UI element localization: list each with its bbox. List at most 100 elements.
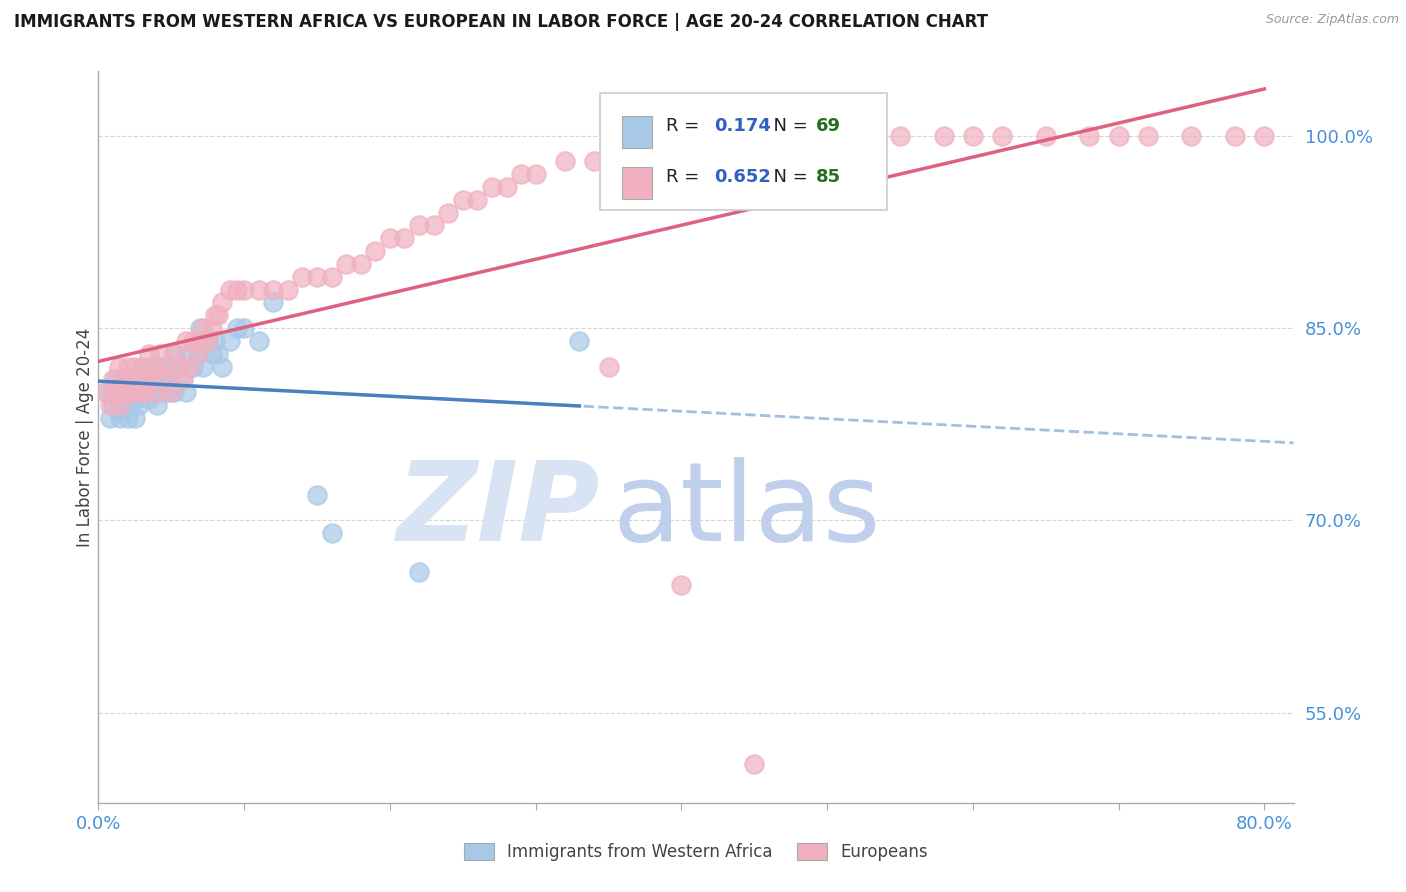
Point (233, 321, 256, 335)
Point (554, 154, 576, 169)
Point (138, 392, 160, 406)
Point (122, 372, 145, 386)
Point (108, 404, 131, 418)
Point (394, 231, 416, 245)
Text: N =: N = (762, 117, 813, 136)
Point (186, 346, 208, 360)
Point (172, 372, 194, 386)
Point (145, 398, 167, 412)
Text: R =: R = (666, 117, 704, 136)
Point (149, 346, 172, 360)
Point (167, 359, 190, 374)
Point (145, 385, 167, 400)
Point (495, 179, 517, 194)
Point (962, 128, 984, 143)
Point (408, 565, 430, 579)
FancyBboxPatch shape (600, 94, 887, 211)
Point (121, 385, 143, 400)
Text: ZIP: ZIP (396, 457, 600, 564)
Point (117, 410, 139, 425)
Point (98, 398, 121, 412)
Point (108, 359, 131, 374)
Point (163, 346, 186, 360)
Bar (621, 167, 652, 200)
Point (142, 372, 165, 386)
Point (218, 334, 240, 348)
Point (321, 526, 343, 541)
Point (207, 346, 229, 360)
Point (422, 219, 444, 233)
Point (101, 398, 124, 412)
Point (225, 321, 247, 335)
Point (177, 359, 200, 374)
Point (135, 372, 157, 386)
Point (165, 346, 187, 360)
Point (153, 359, 176, 374)
Legend: Immigrants from Western Africa, Europeans: Immigrants from Western Africa, European… (457, 836, 935, 868)
Point (889, 128, 911, 143)
Y-axis label: In Labor Force | Age 20-24: In Labor Force | Age 20-24 (76, 327, 94, 547)
Point (101, 385, 124, 400)
Point (193, 359, 215, 374)
Point (211, 359, 233, 374)
Text: atlas: atlas (613, 457, 880, 564)
Point (172, 372, 194, 386)
Point (114, 372, 136, 386)
Point (277, 283, 299, 297)
Point (125, 372, 148, 386)
Point (157, 372, 180, 386)
Point (150, 385, 173, 400)
Point (160, 372, 183, 386)
Point (138, 346, 160, 360)
Point (124, 359, 146, 374)
Text: 85: 85 (815, 169, 841, 186)
Text: 69: 69 (815, 117, 841, 136)
Bar (621, 116, 652, 148)
Point (111, 385, 134, 400)
Text: IMMIGRANTS FROM WESTERN AFRICA VS EUROPEAN IN LABOR FORCE | AGE 20-24 CORRELATIO: IMMIGRANTS FROM WESTERN AFRICA VS EUROPE… (14, 13, 988, 31)
Point (110, 378, 132, 392)
Point (101, 372, 124, 386)
Point (110, 398, 132, 412)
Point (142, 359, 165, 374)
Point (524, 167, 547, 181)
Point (177, 346, 200, 360)
Point (98, 410, 121, 425)
Point (117, 372, 139, 386)
Point (117, 359, 139, 374)
Text: N =: N = (762, 169, 813, 186)
Point (157, 385, 180, 400)
Point (114, 372, 136, 386)
Point (262, 295, 284, 310)
Point (378, 231, 401, 245)
Point (104, 385, 127, 400)
Point (160, 385, 183, 400)
Point (247, 334, 270, 348)
Point (174, 334, 197, 348)
Point (1180, 128, 1202, 143)
Point (127, 385, 149, 400)
Point (131, 359, 153, 374)
Point (233, 283, 256, 297)
Point (104, 372, 127, 386)
Point (124, 410, 146, 425)
Point (139, 372, 162, 386)
Point (1136, 128, 1159, 143)
Point (134, 385, 156, 400)
Point (481, 179, 503, 194)
Point (510, 167, 533, 181)
Point (467, 193, 489, 207)
Point (131, 359, 153, 374)
Point (437, 205, 460, 219)
Point (671, 128, 693, 143)
Point (305, 269, 328, 284)
Point (612, 141, 634, 155)
Point (451, 193, 474, 207)
Point (291, 269, 314, 284)
Point (163, 385, 186, 400)
Point (671, 577, 693, 591)
Point (120, 398, 142, 412)
Point (94, 385, 117, 400)
Point (699, 128, 721, 143)
Point (167, 359, 190, 374)
